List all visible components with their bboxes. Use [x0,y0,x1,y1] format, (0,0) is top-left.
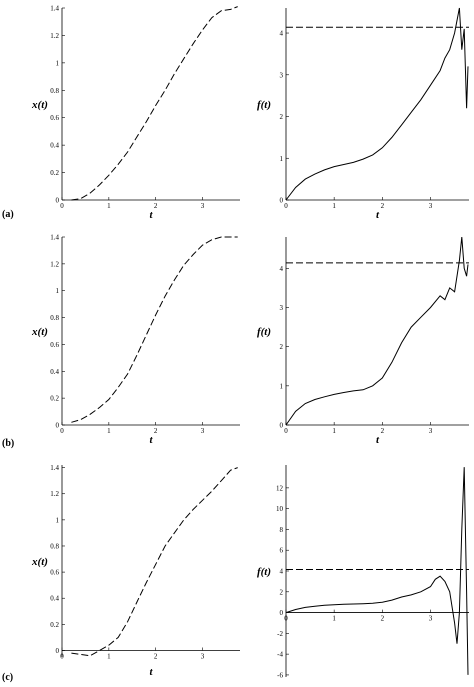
y-tick-label: 0.8 [50,542,59,550]
y-tick-label: 0.6 [50,341,59,349]
x-tick-label: 2 [154,652,158,660]
x-tick-label: 1 [107,652,111,660]
series-line-dashed [71,236,238,423]
y-tick-label: 1.4 [50,464,59,472]
y-tick-label: 3 [280,71,284,79]
y-tick-label: 0.8 [50,87,59,95]
y-tick-label: -2 [277,630,283,638]
x-tick-label: 0 [284,202,288,210]
y-tick-label: 6 [280,547,284,555]
y-tick-label: 0.4 [50,142,59,150]
y-tick-label: 0.2 [50,395,59,403]
x-axis-label: t [149,666,153,678]
y-tick-label: 0 [280,609,284,617]
y-axis-label: f(t) [257,326,271,338]
y-tick-label: 1.4 [50,234,59,242]
y-tick-label: 0 [280,197,284,205]
y-tick-label: 1 [56,516,60,524]
y-tick-label: 4 [280,30,284,38]
y-tick-label: 4 [280,265,284,273]
x-tick-label: 0 [284,615,288,623]
x-tick-label: 3 [429,615,433,623]
x-tick-label: 0 [60,202,64,210]
y-tick-label: -4 [277,651,283,659]
y-tick-label: 1.2 [50,260,59,268]
y-axis-label: x(t) [31,326,48,338]
series-line-dashed [71,467,238,657]
x-tick-label: 2 [381,202,385,210]
y-tick-label: 0.6 [50,569,59,577]
y-tick-label: 3 [280,304,284,312]
y-tick-label: 0.4 [50,595,59,603]
x-tick-label: 2 [381,427,385,435]
y-tick-label: 1.4 [50,5,59,13]
y-tick-label: 1 [280,155,284,163]
x-tick-label: 3 [429,202,433,210]
y-axis-label: x(t) [31,99,48,111]
x-tick-label: 1 [332,202,336,210]
y-tick-label: -6 [277,671,283,679]
x-tick-label: 0 [284,427,288,435]
y-axis-label: f(t) [257,99,271,111]
panel-label: (b) [2,438,14,449]
x-tick-label: 2 [154,427,158,435]
y-tick-label: 0.6 [50,114,59,122]
x-tick-label: 3 [201,427,205,435]
y-tick-label: 0 [56,422,60,430]
y-tick-label: 2 [280,588,284,596]
x-tick-label: 2 [381,615,385,623]
x-tick-label: 2 [154,202,158,210]
panel-label: (c) [2,672,13,683]
x-axis-label: t [376,434,380,446]
y-axis-label: x(t) [31,556,48,568]
y-tick-label: 0.2 [50,621,59,629]
x-tick-label: 0 [60,652,64,660]
x-tick-label: 1 [332,427,336,435]
panel-label: (a) [2,209,14,220]
y-tick-label: 1 [56,59,60,67]
y-tick-label: 1 [280,382,284,390]
y-tick-label: 1.2 [50,490,59,498]
x-tick-label: 1 [107,427,111,435]
series-line-solid [285,467,469,675]
x-axis-label: t [149,434,153,446]
series-line-dashed [71,6,238,201]
y-tick-label: 2 [280,343,284,351]
y-tick-label: 0.8 [50,314,59,322]
y-tick-label: 0 [56,647,60,655]
y-tick-label: 0 [280,422,284,430]
x-tick-label: 3 [429,427,433,435]
x-tick-label: 1 [107,202,111,210]
series-line-solid [285,236,469,426]
x-tick-label: 3 [201,202,205,210]
y-tick-label: 0 [56,197,60,205]
x-tick-label: 0 [60,427,64,435]
x-tick-label: 1 [332,615,336,623]
x-axis-label: t [376,209,380,221]
y-axis-label: f(t) [257,566,271,578]
y-tick-label: 0.4 [50,368,59,376]
y-tick-label: 2 [280,113,284,121]
y-tick-label: 8 [280,526,284,534]
series-line-solid [285,7,469,201]
x-axis-label: t [149,209,153,221]
y-tick-label: 4 [280,568,284,576]
y-tick-label: 1 [56,287,60,295]
x-tick-label: 3 [201,652,205,660]
y-tick-label: 10 [276,505,284,513]
y-tick-label: 12 [276,484,284,492]
y-tick-label: 1.2 [50,32,59,40]
y-tick-label: 0.2 [50,169,59,177]
